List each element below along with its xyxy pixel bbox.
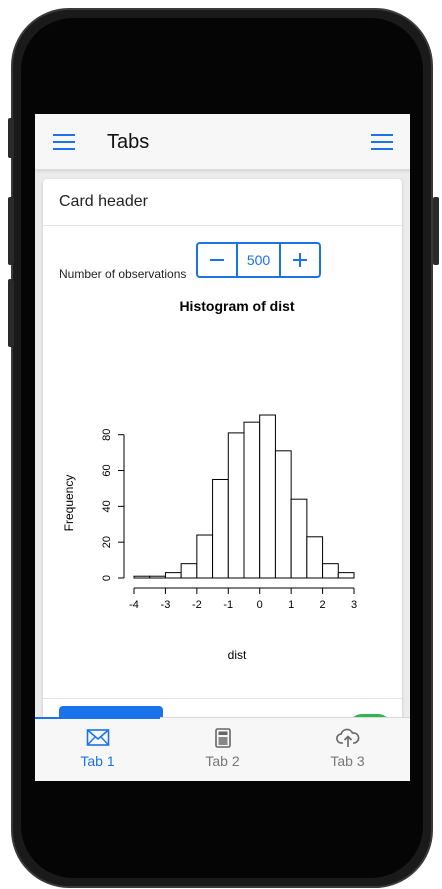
mail-icon xyxy=(86,729,109,746)
volume-down-button xyxy=(8,279,14,347)
left-menu-icon[interactable] xyxy=(53,134,75,150)
histogram-bar xyxy=(322,563,339,579)
navbar: Tabs xyxy=(35,114,410,170)
x-tick-label: 3 xyxy=(351,599,357,611)
calculator-icon xyxy=(214,728,231,748)
histogram-bar xyxy=(164,572,182,579)
histogram-bar xyxy=(259,414,276,579)
plus-icon xyxy=(293,253,307,267)
x-tick-label: -3 xyxy=(161,599,171,611)
y-tick-label: 60 xyxy=(101,464,113,476)
x-axis-label: dist xyxy=(228,648,247,662)
histogram-bar xyxy=(149,575,166,579)
histogram-bar xyxy=(274,450,292,579)
card: Card header Number of observations 500 H… xyxy=(43,179,402,746)
mute-switch xyxy=(8,118,14,158)
tab-1-label: Tab 1 xyxy=(80,753,115,769)
app-screen: Tabs Card header Number of observations … xyxy=(35,114,410,781)
volume-up-button xyxy=(8,197,14,265)
observations-value[interactable]: 500 xyxy=(236,244,281,276)
stepper-label: Number of observations xyxy=(59,267,187,281)
histogram-bar xyxy=(196,534,214,579)
y-axis-label: Frequency xyxy=(62,475,76,532)
power-button xyxy=(433,197,439,265)
histogram-bar xyxy=(212,478,229,579)
active-tab-indicator xyxy=(35,717,160,719)
tab-1[interactable]: Tab 1 xyxy=(35,718,160,781)
histogram-bar xyxy=(180,563,198,579)
histogram-bar xyxy=(337,572,355,579)
x-tick-label: -2 xyxy=(192,599,202,611)
tab-2[interactable]: Tab 2 xyxy=(160,718,285,781)
increment-button[interactable] xyxy=(281,244,319,276)
x-tick-label: -4 xyxy=(129,599,139,611)
x-tick-label: 2 xyxy=(320,599,326,611)
x-tick-label: 0 xyxy=(257,599,263,611)
page-title: Tabs xyxy=(107,131,150,153)
minus-icon xyxy=(210,259,224,261)
histogram-chart: Histogram of dist dist Frequency -4 -3 -2 -… xyxy=(62,298,357,662)
x-tick-label: -1 xyxy=(223,599,233,611)
y-tick-label: 0 xyxy=(101,575,113,581)
y-tick-label: 40 xyxy=(101,500,113,512)
cloud-upload-icon xyxy=(335,728,359,747)
y-tick-label: 80 xyxy=(101,429,113,441)
histogram-bar xyxy=(306,536,324,579)
tab-bar: Tab 1 Tab 2 Tab 3 xyxy=(35,717,410,781)
card-divider xyxy=(43,698,402,699)
y-tick-label: 20 xyxy=(101,536,113,548)
histogram-bar xyxy=(290,498,308,579)
tab-2-label: Tab 2 xyxy=(205,753,240,769)
histogram-bar xyxy=(227,432,245,579)
decrement-button[interactable] xyxy=(198,244,236,276)
x-tick-label: 1 xyxy=(288,599,294,611)
card-header: Card header xyxy=(43,179,402,226)
histogram-bar xyxy=(243,421,261,579)
histogram-bar xyxy=(133,575,151,579)
tab-3-label: Tab 3 xyxy=(330,753,365,769)
right-menu-icon[interactable] xyxy=(371,134,393,150)
observations-stepper: 500 xyxy=(196,242,321,278)
chart-title: Histogram of dist xyxy=(179,298,294,314)
tab-3[interactable]: Tab 3 xyxy=(285,718,410,781)
